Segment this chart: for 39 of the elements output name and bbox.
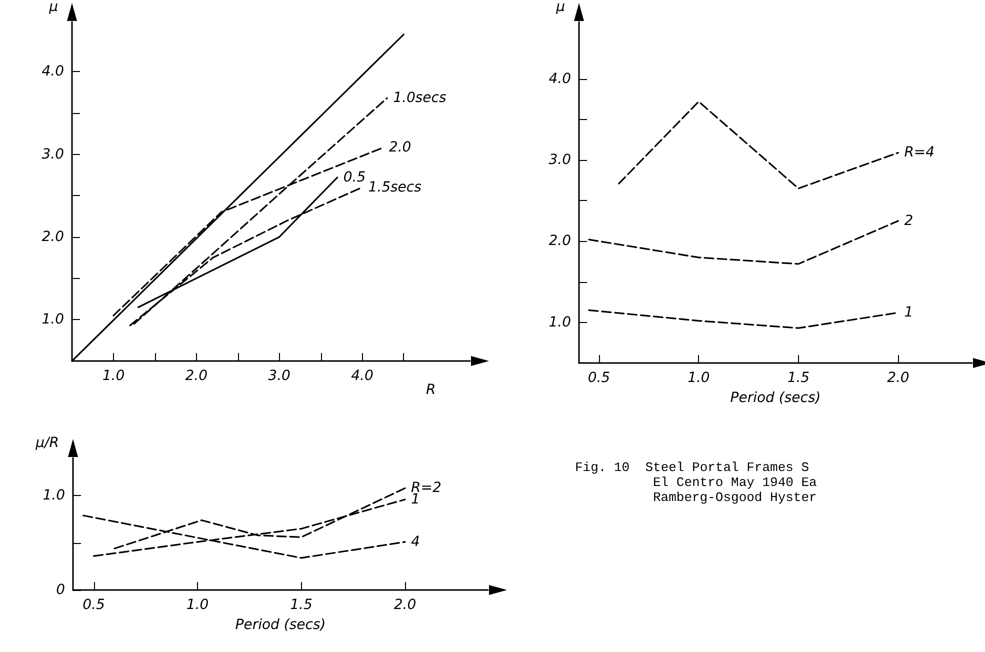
x-tick-label: 2.0 (185, 368, 208, 384)
y-axis-title: μ/R (34, 435, 59, 451)
series-label: 2.0 (388, 140, 412, 156)
y-tick-label: 4.0 (42, 64, 64, 80)
x-axis-title: Period (secs) (730, 390, 821, 406)
y-tick-label: 3.0 (42, 146, 64, 162)
x-tick-label: 2.0 (394, 597, 416, 613)
x-tick-label: 0.5 (588, 370, 610, 386)
x-axis-title: R (426, 382, 436, 398)
series-label: R=4 (904, 144, 935, 161)
x-tick-label: 3.0 (268, 368, 291, 384)
text: El Centro May 1940 Ea (652, 475, 818, 490)
x-tick-label: 1.0 (186, 597, 209, 613)
y-tick-label: 1.0 (42, 312, 64, 328)
y-tick-label: 4.0 (548, 70, 572, 87)
series-label: 4 (411, 534, 420, 550)
x-tick-label: 1.5 (787, 370, 810, 386)
y-tick-label: 2.0 (548, 233, 572, 250)
x-tick-label: 1.5 (290, 597, 312, 613)
y-axis-title: μ (48, 0, 58, 15)
series-label: 1.0secs (393, 90, 446, 106)
x-tick-label: 0.5 (82, 597, 105, 613)
series-label: 1.5secs (368, 179, 422, 196)
y-tick-label: 0 (56, 582, 66, 598)
y-tick-label: 1.0 (42, 488, 66, 504)
x-axis-title: Period (secs) (235, 617, 326, 633)
series-label: 0.5 (343, 169, 366, 186)
x-tick-label: 1.0 (688, 370, 710, 386)
x-tick-label: 1.0 (102, 368, 125, 384)
y-tick-label: 2.0 (42, 228, 64, 245)
x-tick-label: 2.0 (887, 370, 910, 386)
y-axis-title: μ (555, 0, 566, 15)
y-tick-label: 3.0 (548, 152, 572, 168)
series-label: 2 (904, 212, 914, 229)
caption: Fig. 10 Steel Portal Frames S (575, 460, 810, 475)
text: Ramberg-Osgood Hyster (652, 490, 818, 505)
series-label: 1 (904, 304, 914, 321)
x-tick-label: 4.0 (351, 368, 374, 384)
y-tick-label: 1.0 (548, 314, 572, 330)
